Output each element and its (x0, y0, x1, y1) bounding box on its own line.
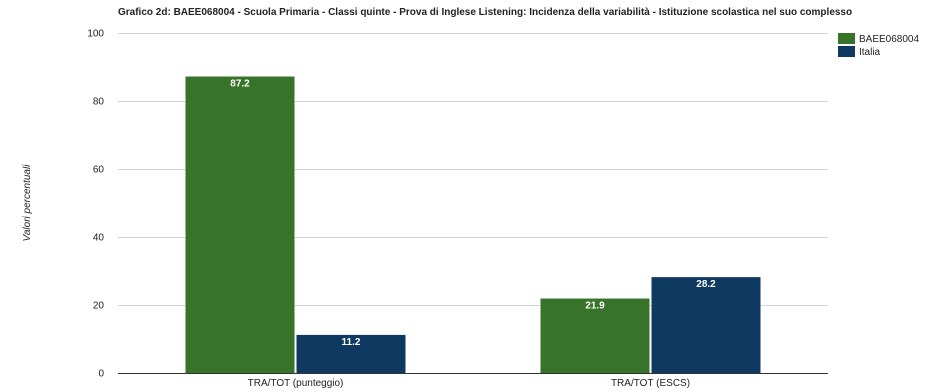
y-axis-label: Valori percentuali (22, 164, 33, 242)
data-label: 21.9 (585, 301, 605, 312)
chart-title: Grafico 2d: BAEE068004 - Scuola Primaria… (118, 7, 852, 18)
data-label: 87.2 (230, 79, 250, 90)
y-tick-label: 20 (93, 301, 105, 312)
bars: 87.2 11.2 21.9 28.2 (185, 76, 761, 374)
y-tick-label: 40 (93, 233, 105, 244)
y-tick-label: 100 (87, 29, 104, 40)
y-tick-label: 60 (93, 165, 105, 176)
bar-italia-0 (296, 334, 406, 373)
data-label: 28.2 (696, 279, 716, 290)
legend-label: Italia (859, 47, 881, 58)
legend-swatch (838, 46, 855, 57)
y-tick-label: 80 (93, 97, 105, 108)
legend-swatch (838, 33, 855, 44)
legend: BAEE068004 Italia (838, 33, 919, 58)
x-tick-labels: TRA/TOT (punteggio) TRA/TOT (ESCS) (248, 378, 690, 389)
bar-italia-1 (651, 277, 761, 373)
data-label: 11.2 (342, 337, 361, 348)
y-tick-labels: 0 20 40 60 80 100 (87, 29, 104, 380)
legend-label: BAEE068004 (859, 34, 919, 45)
x-tick-label: TRA/TOT (punteggio) (248, 378, 344, 389)
bar-baee068004-1 (540, 298, 650, 373)
y-tick-label: 0 (98, 369, 104, 380)
x-tick-label: TRA/TOT (ESCS) (611, 378, 690, 389)
bar-baee068004-0 (185, 76, 295, 374)
